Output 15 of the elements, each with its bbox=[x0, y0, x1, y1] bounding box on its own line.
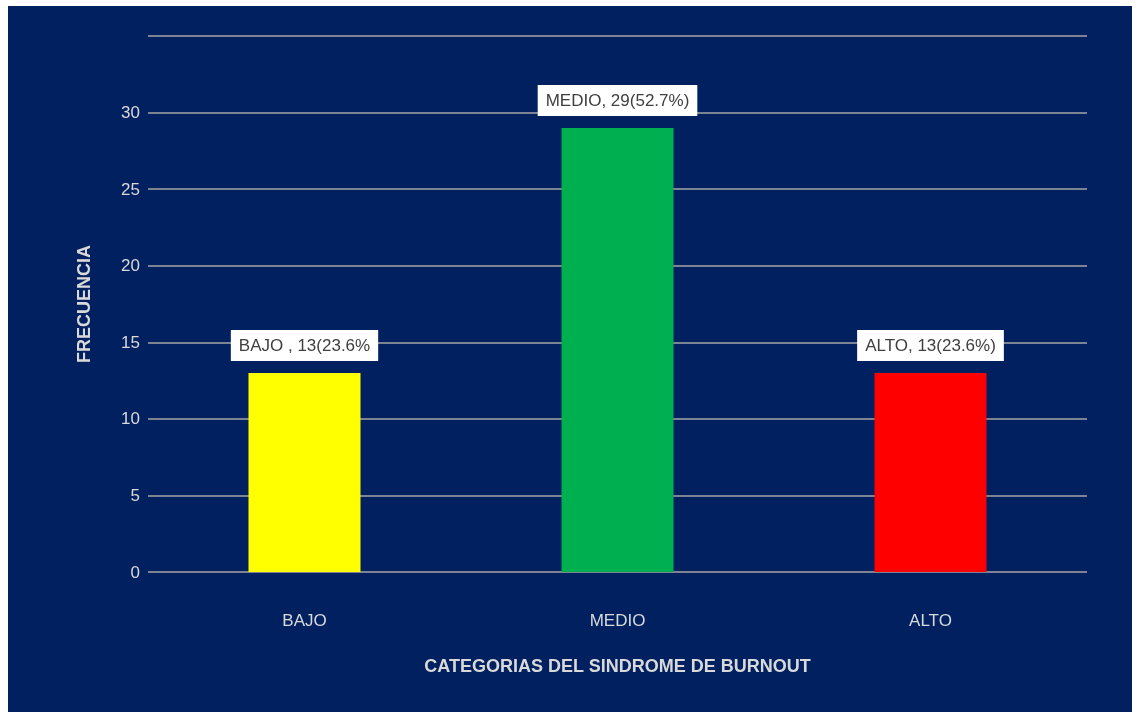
y-tick-label: 15 bbox=[121, 332, 140, 352]
data-label: MEDIO, 29(52.7%) bbox=[545, 90, 690, 110]
y-axis-title: FRECUENCIA bbox=[74, 244, 94, 364]
y-tick-label: 10 bbox=[121, 409, 140, 429]
data-label: BAJO , 13(23.6% bbox=[238, 335, 371, 355]
y-tick-label: 30 bbox=[121, 103, 140, 123]
data-label: ALTO, 13(23.6%) bbox=[865, 335, 996, 355]
y-tick-label: 20 bbox=[121, 256, 140, 276]
x-tick-label: BAJO bbox=[282, 611, 327, 630]
x-tick-label: MEDIO bbox=[589, 611, 646, 630]
y-tick-label: 0 bbox=[130, 562, 140, 582]
y-tick-label: 5 bbox=[130, 485, 140, 505]
x-axis-title: CATEGORIAS DEL SINDROME DE BURNOUT bbox=[424, 656, 811, 676]
x-tick-label: ALTO bbox=[909, 611, 952, 630]
y-tick-label: 25 bbox=[121, 179, 140, 199]
